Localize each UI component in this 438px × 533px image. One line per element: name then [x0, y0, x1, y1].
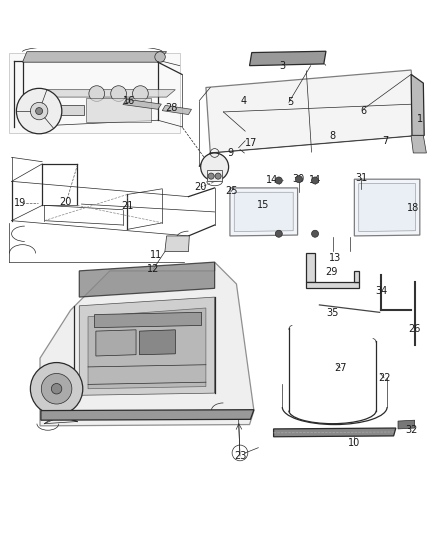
Circle shape — [133, 86, 148, 101]
Polygon shape — [79, 297, 215, 395]
Text: 20: 20 — [194, 182, 207, 192]
Circle shape — [111, 86, 127, 101]
Text: 14: 14 — [309, 175, 321, 185]
Polygon shape — [207, 171, 223, 181]
Text: 29: 29 — [325, 267, 338, 277]
Polygon shape — [354, 179, 420, 236]
Polygon shape — [44, 105, 84, 115]
Circle shape — [311, 230, 318, 237]
Text: 30: 30 — [293, 174, 305, 184]
Circle shape — [311, 177, 318, 184]
Text: 31: 31 — [355, 173, 367, 183]
Text: 13: 13 — [328, 253, 341, 263]
Circle shape — [30, 362, 83, 415]
Text: 32: 32 — [406, 425, 418, 435]
Text: 17: 17 — [245, 138, 257, 148]
Polygon shape — [79, 262, 215, 297]
Circle shape — [30, 102, 48, 120]
Polygon shape — [234, 192, 293, 231]
Circle shape — [201, 153, 229, 181]
Text: 16: 16 — [124, 96, 136, 107]
Polygon shape — [274, 428, 396, 437]
Polygon shape — [88, 308, 206, 389]
Text: 9: 9 — [227, 148, 233, 158]
Polygon shape — [354, 271, 359, 282]
Text: 35: 35 — [326, 308, 339, 318]
Text: 15: 15 — [257, 200, 269, 211]
Polygon shape — [230, 188, 297, 236]
Text: 10: 10 — [348, 438, 360, 448]
Polygon shape — [31, 90, 175, 97]
Text: 12: 12 — [147, 264, 160, 273]
Polygon shape — [96, 330, 136, 356]
Polygon shape — [10, 53, 180, 133]
Text: 8: 8 — [329, 132, 336, 141]
Circle shape — [51, 384, 62, 394]
Circle shape — [41, 374, 72, 404]
Text: 25: 25 — [225, 187, 237, 196]
Circle shape — [215, 173, 221, 179]
Text: 27: 27 — [334, 363, 346, 373]
Polygon shape — [359, 183, 416, 231]
Text: 5: 5 — [287, 98, 293, 107]
Text: 14: 14 — [266, 175, 279, 185]
Circle shape — [16, 88, 62, 134]
Polygon shape — [306, 253, 315, 282]
Polygon shape — [206, 70, 418, 153]
Text: 18: 18 — [407, 203, 420, 213]
Text: 11: 11 — [150, 250, 162, 260]
Text: 20: 20 — [59, 197, 71, 207]
Circle shape — [89, 86, 105, 101]
Text: 22: 22 — [378, 373, 390, 383]
Polygon shape — [140, 330, 175, 354]
Circle shape — [208, 173, 214, 179]
Polygon shape — [411, 135, 426, 153]
Text: 4: 4 — [241, 96, 247, 107]
Polygon shape — [95, 312, 201, 328]
Text: 3: 3 — [279, 61, 286, 71]
Polygon shape — [40, 262, 254, 426]
Polygon shape — [123, 99, 161, 109]
Text: 23: 23 — [234, 451, 246, 461]
Text: 1: 1 — [417, 114, 423, 124]
Circle shape — [276, 177, 283, 184]
Polygon shape — [162, 106, 191, 115]
Polygon shape — [411, 75, 424, 135]
Text: 28: 28 — [165, 103, 177, 114]
Polygon shape — [86, 98, 151, 123]
Text: 21: 21 — [121, 201, 134, 211]
Text: 6: 6 — [360, 106, 366, 116]
Circle shape — [155, 52, 165, 62]
Text: 7: 7 — [382, 136, 388, 146]
Polygon shape — [165, 236, 189, 252]
Circle shape — [276, 230, 283, 237]
Polygon shape — [306, 282, 359, 288]
Circle shape — [35, 108, 42, 115]
Text: 2: 2 — [212, 167, 218, 177]
Text: 26: 26 — [408, 325, 421, 334]
Polygon shape — [22, 52, 166, 62]
Polygon shape — [41, 410, 254, 420]
Text: 34: 34 — [375, 286, 388, 295]
Polygon shape — [250, 51, 326, 66]
Polygon shape — [398, 420, 415, 429]
Circle shape — [295, 176, 302, 183]
Text: 19: 19 — [14, 198, 26, 208]
